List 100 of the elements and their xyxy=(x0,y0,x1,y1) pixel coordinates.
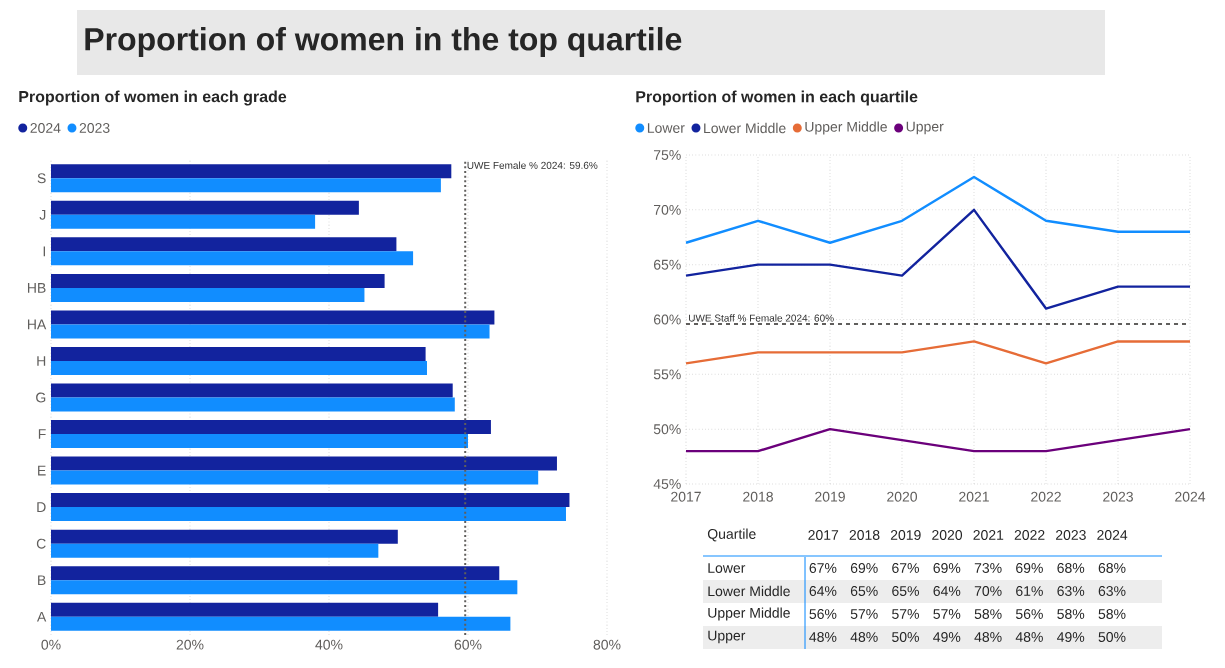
bar xyxy=(51,456,557,471)
bar xyxy=(51,397,455,412)
bar xyxy=(51,383,453,398)
text: 57% xyxy=(850,609,878,619)
y-tick-label: J xyxy=(39,209,46,220)
x-tick-label: 40% xyxy=(315,639,343,650)
text: 69% xyxy=(933,563,961,573)
bar xyxy=(51,543,379,558)
legend-label: Upper xyxy=(906,121,944,135)
legend-label: Lower Middle xyxy=(704,122,786,134)
y-tick-label: 70% xyxy=(653,204,681,215)
text: Quartile xyxy=(707,528,756,542)
text: 49% xyxy=(933,632,961,642)
legend-label: 2024 xyxy=(30,123,61,133)
bar xyxy=(51,493,570,508)
y-tick-label: 65% xyxy=(653,259,681,270)
chart-title: Proportion of women in each quartile xyxy=(636,90,918,106)
text: 63% xyxy=(1057,586,1085,596)
text: 56% xyxy=(809,609,837,619)
ref-line-label: UWE Female % 2024: 59.6% xyxy=(467,161,598,169)
y-tick-label: S xyxy=(37,173,46,184)
text: 68% xyxy=(1057,563,1085,573)
text: 2017 2018 2019 2020 2021 2022 2023 2024 xyxy=(808,530,1128,540)
bar xyxy=(51,507,566,522)
x-tick-label: 80% xyxy=(593,639,621,650)
bar xyxy=(51,360,427,375)
bar xyxy=(51,310,495,325)
text: 69% xyxy=(850,563,878,573)
text: 48% xyxy=(809,632,837,642)
x-tick-label: 60% xyxy=(454,639,482,650)
text: 50% xyxy=(1098,632,1126,642)
text: 48% xyxy=(1015,632,1043,642)
y-tick-label: A xyxy=(36,611,47,622)
text: 58% xyxy=(974,609,1002,619)
text: 63% xyxy=(1098,586,1126,596)
legend-label: 2023 xyxy=(79,123,110,133)
line-series xyxy=(684,175,1192,244)
text: Proportion of women in the top quartile xyxy=(85,27,682,57)
y-tick-label: C xyxy=(36,538,46,549)
bar xyxy=(51,324,490,339)
bar xyxy=(51,529,398,544)
y-tick-label: HA xyxy=(27,319,47,330)
y-tick-label: F xyxy=(38,429,46,439)
text: 57% xyxy=(933,609,961,619)
bar xyxy=(51,616,511,631)
text: 50% xyxy=(892,632,919,642)
bar xyxy=(51,251,414,266)
text: 65% xyxy=(850,586,878,596)
x-tick-label: 2019 xyxy=(815,491,845,502)
bar xyxy=(51,420,491,435)
text: Lower xyxy=(708,563,746,573)
bar xyxy=(51,346,426,361)
ref-line-label: UWE Staff % Female 2024: 60% xyxy=(689,314,834,322)
x-tick-label: 2021 xyxy=(959,491,989,502)
x-tick-label: 2020 xyxy=(887,491,918,502)
text: 48% xyxy=(850,632,878,642)
text: 70% xyxy=(974,586,1002,596)
bar xyxy=(51,566,500,581)
x-tick-label: 2023 xyxy=(1103,491,1133,502)
bar xyxy=(51,237,397,252)
text: 49% xyxy=(1057,632,1085,642)
text: 56% xyxy=(1015,609,1043,619)
text: 67% xyxy=(809,563,837,573)
text: 64% xyxy=(933,586,961,596)
bar xyxy=(51,287,365,302)
y-tick-label: H xyxy=(37,356,46,366)
y-tick-label: E xyxy=(38,465,46,476)
text: 65% xyxy=(892,586,919,596)
x-tick-label: 2024 xyxy=(1175,491,1206,502)
x-tick-label: 2018 xyxy=(743,491,773,502)
y-tick-label: B xyxy=(38,575,46,586)
bar xyxy=(51,178,441,193)
y-tick-label: D xyxy=(37,502,46,512)
y-tick-label: 45% xyxy=(653,479,681,489)
x-tick-label: 0% xyxy=(41,639,61,650)
text: 61% xyxy=(1016,586,1043,596)
text: Upper xyxy=(708,630,746,644)
bar xyxy=(51,434,468,449)
text: 48% xyxy=(974,632,1002,642)
text: 69% xyxy=(1016,563,1043,573)
y-tick-label: I xyxy=(43,246,45,257)
text: Upper Middle xyxy=(708,607,790,621)
y-tick-label: G xyxy=(36,392,46,403)
text: 67% xyxy=(892,563,919,573)
bar xyxy=(51,602,439,617)
text: Lower Middle xyxy=(708,585,790,597)
y-tick-label: 50% xyxy=(653,424,681,435)
bar xyxy=(51,200,359,215)
chart-title: Proportion of women in each grade xyxy=(19,90,287,106)
x-tick-label: 2017 xyxy=(671,491,701,502)
text: 58% xyxy=(1057,609,1085,619)
line-series xyxy=(684,208,1192,310)
text: 58% xyxy=(1098,609,1126,619)
x-tick-label: 20% xyxy=(176,639,204,650)
bar xyxy=(51,214,316,229)
text: 68% xyxy=(1098,563,1126,573)
text: 57% xyxy=(892,609,919,619)
text: 64% xyxy=(809,586,837,596)
bar xyxy=(51,164,452,179)
legend-label: Upper Middle xyxy=(805,121,887,135)
